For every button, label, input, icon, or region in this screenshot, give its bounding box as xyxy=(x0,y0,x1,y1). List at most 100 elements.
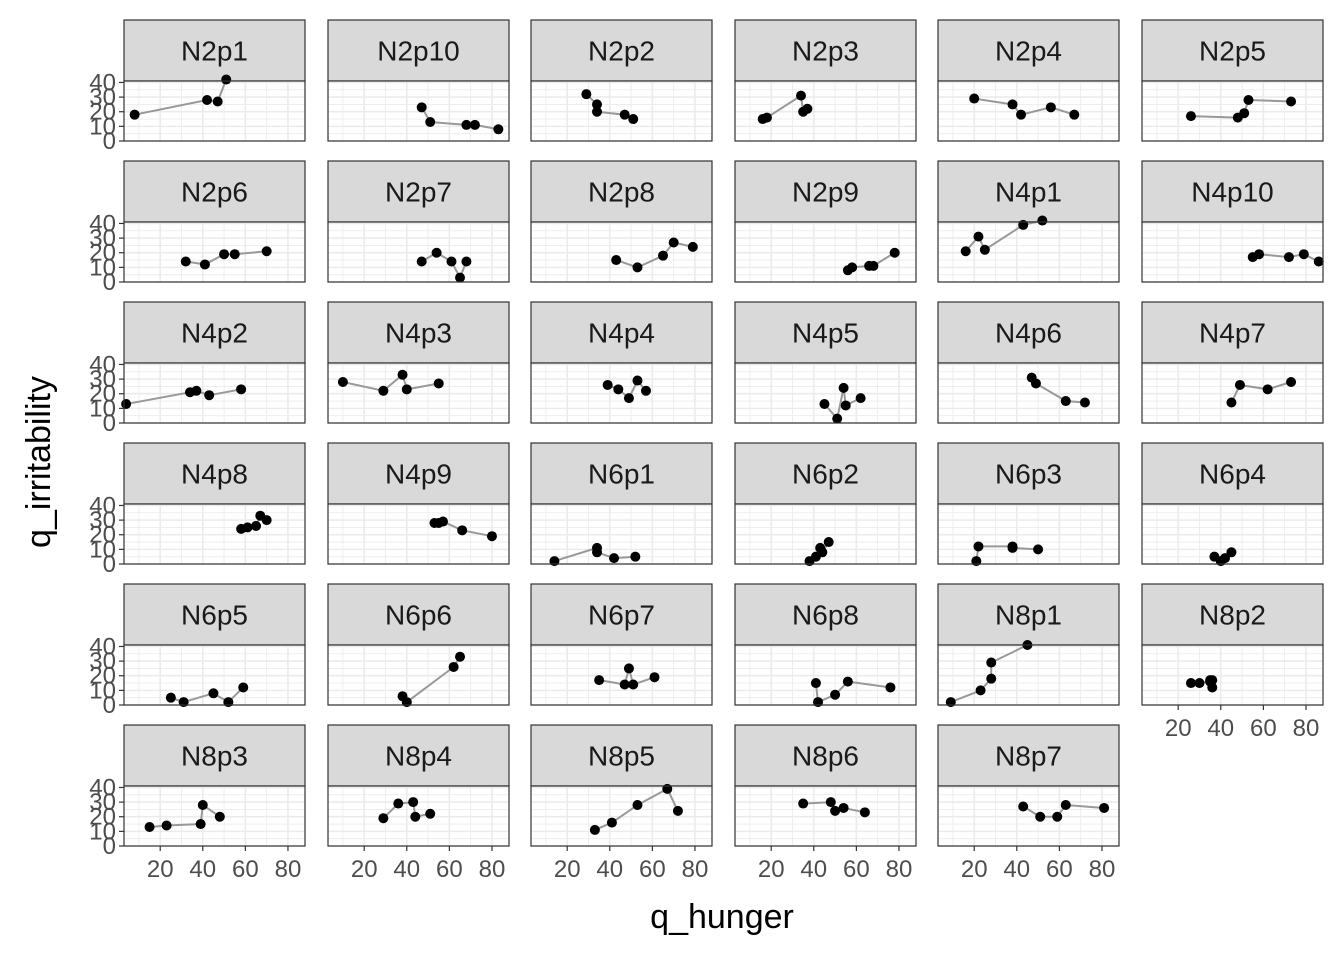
facet-panel-N6p4: N6p4 xyxy=(1141,442,1324,567)
data-point xyxy=(623,663,634,674)
grid-lines xyxy=(938,645,1119,706)
facet-label: N6p5 xyxy=(181,600,248,631)
facet-panel-N4p6: N4p6 xyxy=(937,301,1120,424)
grid-lines xyxy=(328,363,509,424)
facet-strip xyxy=(734,442,917,505)
data-point xyxy=(416,102,427,113)
data-point xyxy=(842,676,853,687)
data-point xyxy=(1079,397,1090,408)
y-tick-label: 20 xyxy=(89,663,116,690)
panel-border xyxy=(530,503,713,565)
facet-strip xyxy=(937,724,1120,787)
facet-panel-N6p2: N6p2 xyxy=(734,442,917,567)
data-point xyxy=(825,797,836,808)
data-point xyxy=(606,817,617,828)
facet-label: N6p4 xyxy=(1199,459,1266,490)
facet-strip xyxy=(327,583,510,646)
facet-label: N8p1 xyxy=(995,600,1062,631)
data-point xyxy=(581,89,592,100)
facet-panel-N6p6: N6p6 xyxy=(327,583,510,708)
panel-border xyxy=(1141,221,1324,283)
panel-border xyxy=(734,503,917,565)
panel-border xyxy=(327,80,510,142)
panel-border xyxy=(937,362,1120,424)
data-point xyxy=(161,820,172,831)
data-point xyxy=(611,255,622,266)
facet-panel-N6p8: N6p8 xyxy=(734,583,917,708)
y-tick-label: 40 xyxy=(89,210,116,237)
facet-strip xyxy=(530,724,713,787)
x-tick-label: 80 xyxy=(479,856,506,883)
facet-panel-N6p7: N6p7 xyxy=(530,583,713,706)
facet-panel-N2p10: N2p10 xyxy=(327,19,510,142)
data-point xyxy=(632,375,643,386)
facet-label: N4p5 xyxy=(792,318,859,349)
y-tick-label: 0 xyxy=(103,410,116,437)
facet-strip xyxy=(530,583,713,646)
data-point xyxy=(461,256,472,267)
facet-strip xyxy=(530,301,713,364)
data-point xyxy=(1060,800,1071,811)
x-tick-label: 80 xyxy=(886,856,913,883)
y-tick-label: 40 xyxy=(89,492,116,519)
facet-label: N4p10 xyxy=(1191,177,1274,208)
data-point xyxy=(1194,678,1205,689)
data-point xyxy=(1052,811,1063,822)
data-point xyxy=(1286,96,1297,107)
grid-lines xyxy=(1142,81,1323,142)
facet-panel-N2p5: N2p5 xyxy=(1141,19,1324,142)
y-tick-label: 10 xyxy=(89,113,116,140)
y-tick-label: 20 xyxy=(89,522,116,549)
y-tick-label: 30 xyxy=(89,366,116,393)
facet-label: N8p4 xyxy=(385,741,452,772)
panel-border xyxy=(937,221,1120,283)
panel-border xyxy=(1141,80,1324,142)
facet-panel-N6p3: N6p3 xyxy=(937,442,1120,567)
data-point xyxy=(378,385,389,396)
data-point xyxy=(592,99,603,110)
y-tick-label: 40 xyxy=(89,351,116,378)
data-point xyxy=(455,651,466,662)
facet-label: N2p1 xyxy=(181,36,248,67)
panel-border xyxy=(937,503,1120,565)
data-point xyxy=(855,393,866,404)
data-point xyxy=(1185,111,1196,122)
data-point xyxy=(433,378,444,389)
grid-lines xyxy=(328,645,509,706)
data-point xyxy=(979,244,990,255)
panel-border xyxy=(327,644,510,706)
facet-label: N8p5 xyxy=(588,741,655,772)
data-point xyxy=(973,541,984,552)
facet-label: N2p5 xyxy=(1199,36,1266,67)
y-tick-label: 0 xyxy=(103,551,116,578)
x-tick-label: 80 xyxy=(1089,856,1116,883)
facet-panel-N2p4: N2p4 xyxy=(937,19,1120,142)
facet-label: N4p6 xyxy=(995,318,1062,349)
data-point xyxy=(457,525,468,536)
data-point xyxy=(594,675,605,686)
panel-border xyxy=(327,362,510,424)
data-point xyxy=(214,811,225,822)
data-point xyxy=(830,689,841,700)
facet-panel-N8p1: N8p1 xyxy=(937,583,1120,708)
x-tick-label: 20 xyxy=(758,856,785,883)
facet-label: N8p6 xyxy=(792,741,859,772)
data-point xyxy=(378,813,389,824)
facet-panel-N8p4: N8p4 20 40 60 80 xyxy=(327,724,510,883)
x-tick-label: 40 xyxy=(393,856,420,883)
panel-border xyxy=(734,785,917,847)
y-tick-label: 0 xyxy=(103,269,116,296)
facet-strip xyxy=(937,442,1120,505)
data-point xyxy=(1226,547,1237,558)
x-tick-label: 20 xyxy=(961,856,988,883)
facet-panel-N4p10: N4p10 xyxy=(1141,160,1324,283)
y-tick-label: 20 xyxy=(89,99,116,126)
facet-label: N6p7 xyxy=(588,600,655,631)
panel-border xyxy=(530,362,713,424)
facet-strip xyxy=(1141,583,1324,646)
data-point xyxy=(840,400,851,411)
data-point xyxy=(242,522,253,533)
